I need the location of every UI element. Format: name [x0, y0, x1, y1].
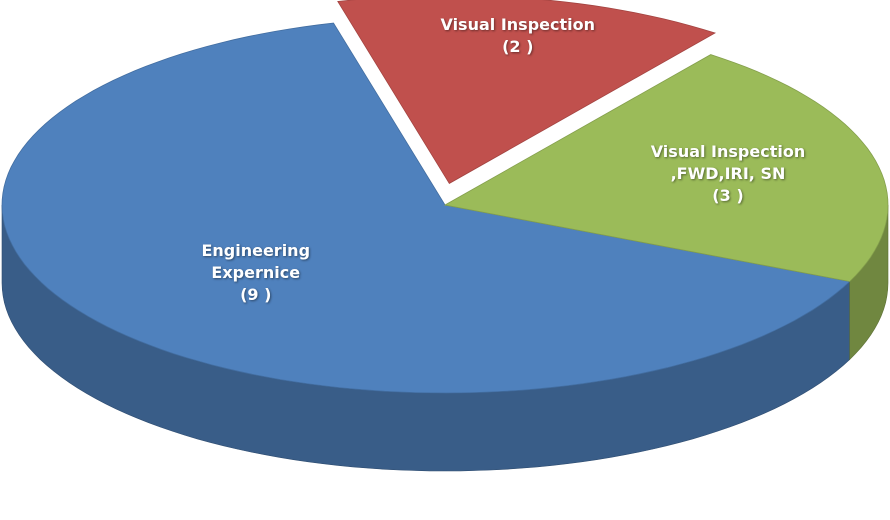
category-label: Visual Inspection	[440, 14, 595, 34]
category-label: Visual Inspection ,FWD,IRI, SN	[650, 141, 806, 183]
slice-label: Visual Inspection (2 )	[423, 14, 613, 58]
value-label: (3 )	[712, 185, 744, 205]
value-label: (9 )	[240, 285, 272, 305]
slice	[1, 22, 851, 394]
slice	[337, 0, 717, 184]
value-label: (2 )	[502, 36, 534, 56]
slice-label: Visual Inspection ,FWD,IRI, SN (3 )	[633, 141, 823, 207]
slice-label: Engineering Expernice (9 )	[191, 240, 321, 306]
slice	[443, 54, 889, 282]
category-label: Engineering Expernice	[201, 241, 311, 283]
